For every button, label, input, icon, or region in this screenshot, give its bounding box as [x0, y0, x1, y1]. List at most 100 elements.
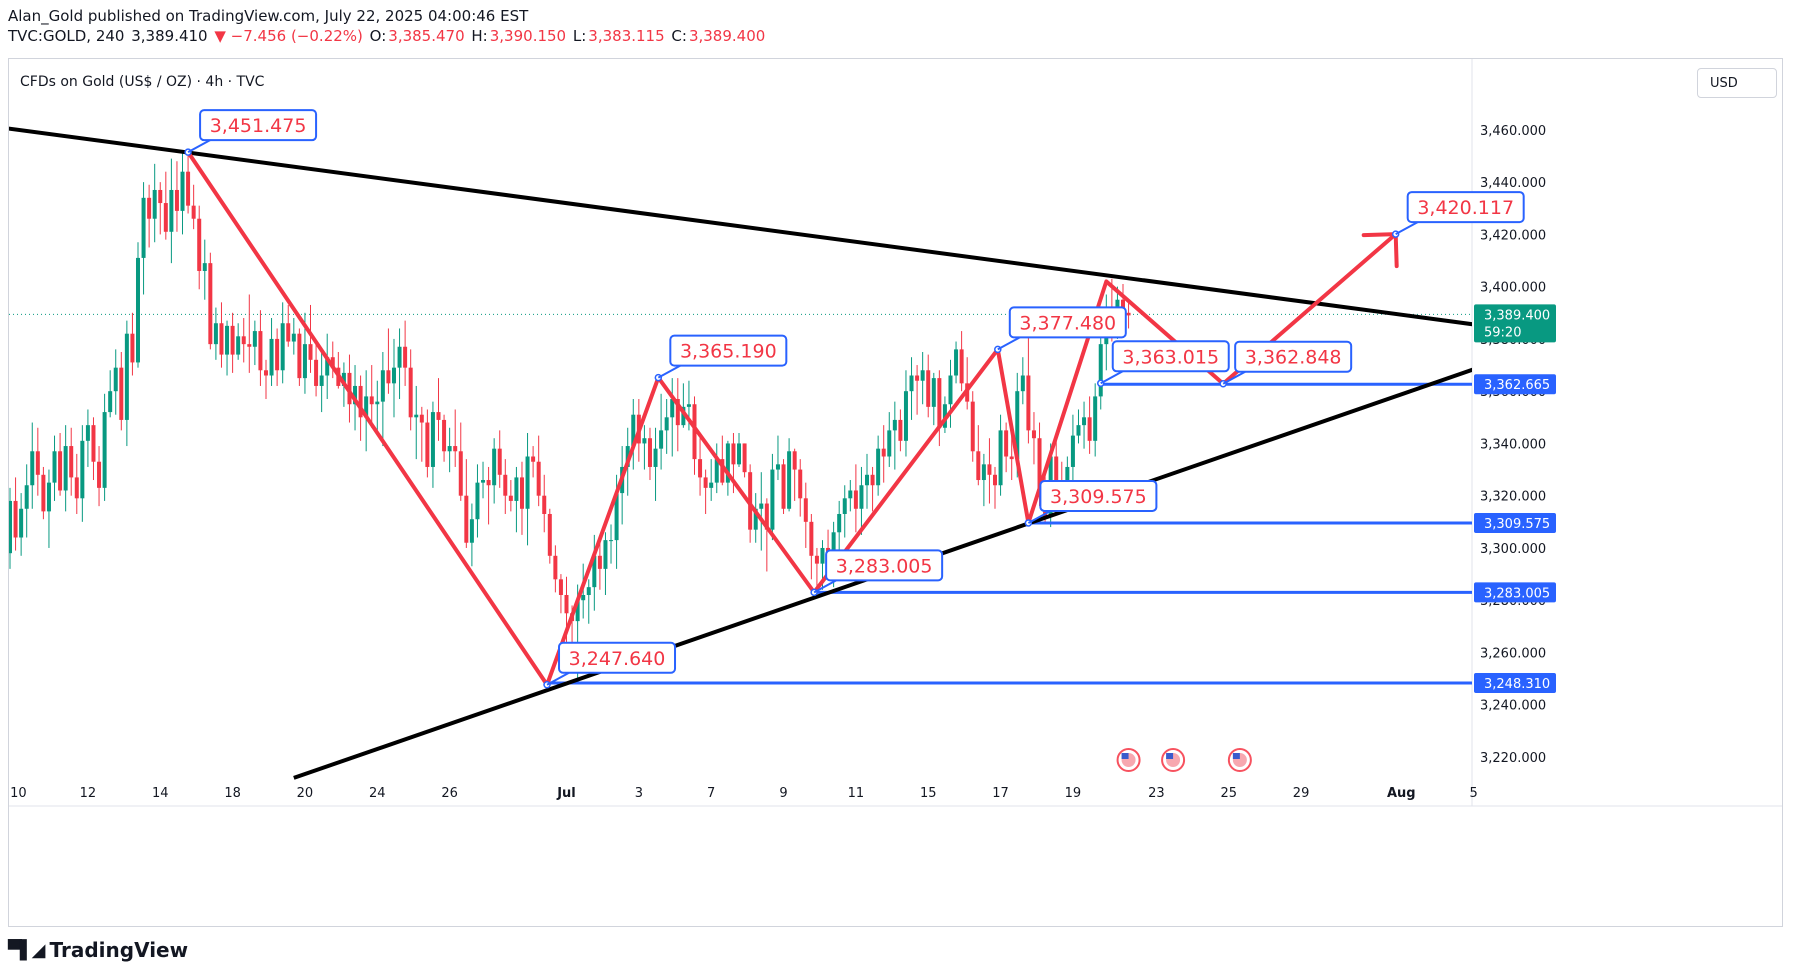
candle-body [308, 344, 313, 360]
open-value: 3,385.470 [388, 27, 465, 45]
candle-body [631, 414, 636, 447]
candle-body [197, 218, 202, 271]
candle-body [536, 461, 541, 496]
candle-body [258, 331, 263, 371]
candle-body [959, 349, 964, 384]
candle-body [147, 197, 152, 219]
candle-body [135, 257, 140, 363]
chart-frame[interactable] [8, 58, 1783, 927]
x-tick-label: 12 [80, 786, 97, 801]
candle-body [937, 378, 942, 428]
price-tag-bg [1474, 374, 1556, 395]
x-tick-label: 11 [848, 786, 865, 801]
candle-body [508, 495, 513, 501]
candle-body [575, 600, 580, 622]
y-tick-label: 3,400.000 [1480, 281, 1546, 296]
candle-body [319, 375, 324, 386]
candle-body [236, 336, 241, 355]
candle-body [386, 370, 391, 384]
callout-label: 3,362.848 [1245, 347, 1342, 369]
candle-body [358, 385, 363, 418]
x-tick-label: 23 [1148, 786, 1165, 801]
candle-body [753, 508, 758, 530]
price-tag: 3,283.005 [1484, 586, 1550, 601]
callout-pointer [1027, 510, 1051, 524]
candle-body [998, 430, 1003, 486]
candle-body [475, 482, 480, 520]
price-callout: 3,365.190 [657, 334, 788, 379]
tradingview-logo-icon: ▀▌◢ [8, 939, 46, 961]
candle-body [692, 404, 697, 460]
x-tick-label: 7 [707, 786, 715, 801]
candle-body [369, 396, 374, 405]
candle-body [909, 375, 914, 392]
candle-body [1004, 430, 1009, 457]
low-label: L: [572, 27, 587, 45]
candle-body [731, 443, 736, 465]
candle-body [63, 446, 68, 491]
candle-body [102, 412, 107, 488]
x-tick-label: 25 [1220, 786, 1237, 801]
candle-body [553, 555, 558, 580]
publisher-line: Alan_Gold published on TradingView.com, … [8, 7, 529, 25]
candle-body [698, 459, 703, 478]
callout-pointer [813, 579, 837, 594]
high-label: H: [471, 27, 488, 45]
us-flag-event-icon [1121, 753, 1129, 759]
candle-body [124, 333, 129, 420]
candle-body [1126, 312, 1131, 316]
candle-body [275, 338, 280, 371]
tradingview-logo[interactable]: ▀▌◢ TradingView [8, 938, 188, 962]
candle-body [330, 357, 335, 368]
y-tick-label: 3,240.000 [1480, 699, 1546, 714]
callout-label: 3,283.005 [836, 555, 933, 577]
callout-pointer [187, 139, 211, 154]
candle-body [9, 500, 12, 554]
candle-body [865, 474, 870, 486]
candle-body [481, 480, 486, 483]
candle-body [442, 419, 447, 452]
candle-body [425, 422, 430, 467]
candle-body [464, 495, 469, 543]
chart-title: CFDs on Gold (US$ / OZ) · 4h · TVC [20, 74, 265, 90]
candle-body [486, 480, 491, 486]
callout-label: 3,309.575 [1050, 486, 1147, 508]
candle-body [13, 500, 18, 538]
x-tick-label: 26 [441, 786, 458, 801]
candle-body [714, 459, 719, 483]
callout-pointer [1222, 370, 1246, 385]
candle-body [675, 399, 680, 426]
candle-body [586, 587, 591, 595]
x-tick-label: 5 [1469, 786, 1477, 801]
price-tag: 3,309.575 [1484, 517, 1550, 532]
us-flag-event-icon [1166, 753, 1174, 759]
candle-body [1121, 299, 1125, 313]
candle-body [903, 391, 908, 441]
candle-body [1031, 430, 1036, 439]
candle-body [881, 448, 886, 457]
candle-body [492, 448, 497, 486]
x-tick-label: Jul [556, 786, 576, 801]
candle-body [241, 336, 246, 345]
candle-body [297, 333, 302, 379]
x-tick-label: 3 [635, 786, 643, 801]
us-flag-event-icon [1232, 753, 1240, 759]
callout-pointer [657, 364, 681, 379]
candle-body [397, 346, 402, 368]
candle-body [1026, 375, 1031, 431]
candle-body [1054, 456, 1059, 483]
candle-body [703, 477, 708, 488]
candle-body [531, 456, 536, 462]
candle-body [430, 412, 435, 467]
x-tick-label: 20 [297, 786, 314, 801]
candle-body [597, 555, 602, 569]
currency-button[interactable]: USD [1697, 68, 1777, 98]
x-tick-label: 19 [1065, 786, 1082, 801]
candle-body [987, 464, 992, 475]
y-tick-label: 3,440.000 [1480, 176, 1546, 191]
candle-body [609, 540, 614, 542]
candle-body [742, 443, 747, 473]
candle-body [686, 404, 691, 407]
candle-body [35, 451, 40, 475]
